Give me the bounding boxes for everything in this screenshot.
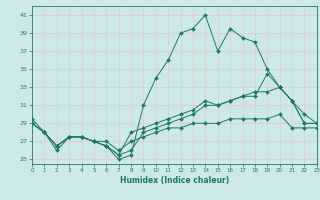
X-axis label: Humidex (Indice chaleur): Humidex (Indice chaleur) (120, 176, 229, 185)
